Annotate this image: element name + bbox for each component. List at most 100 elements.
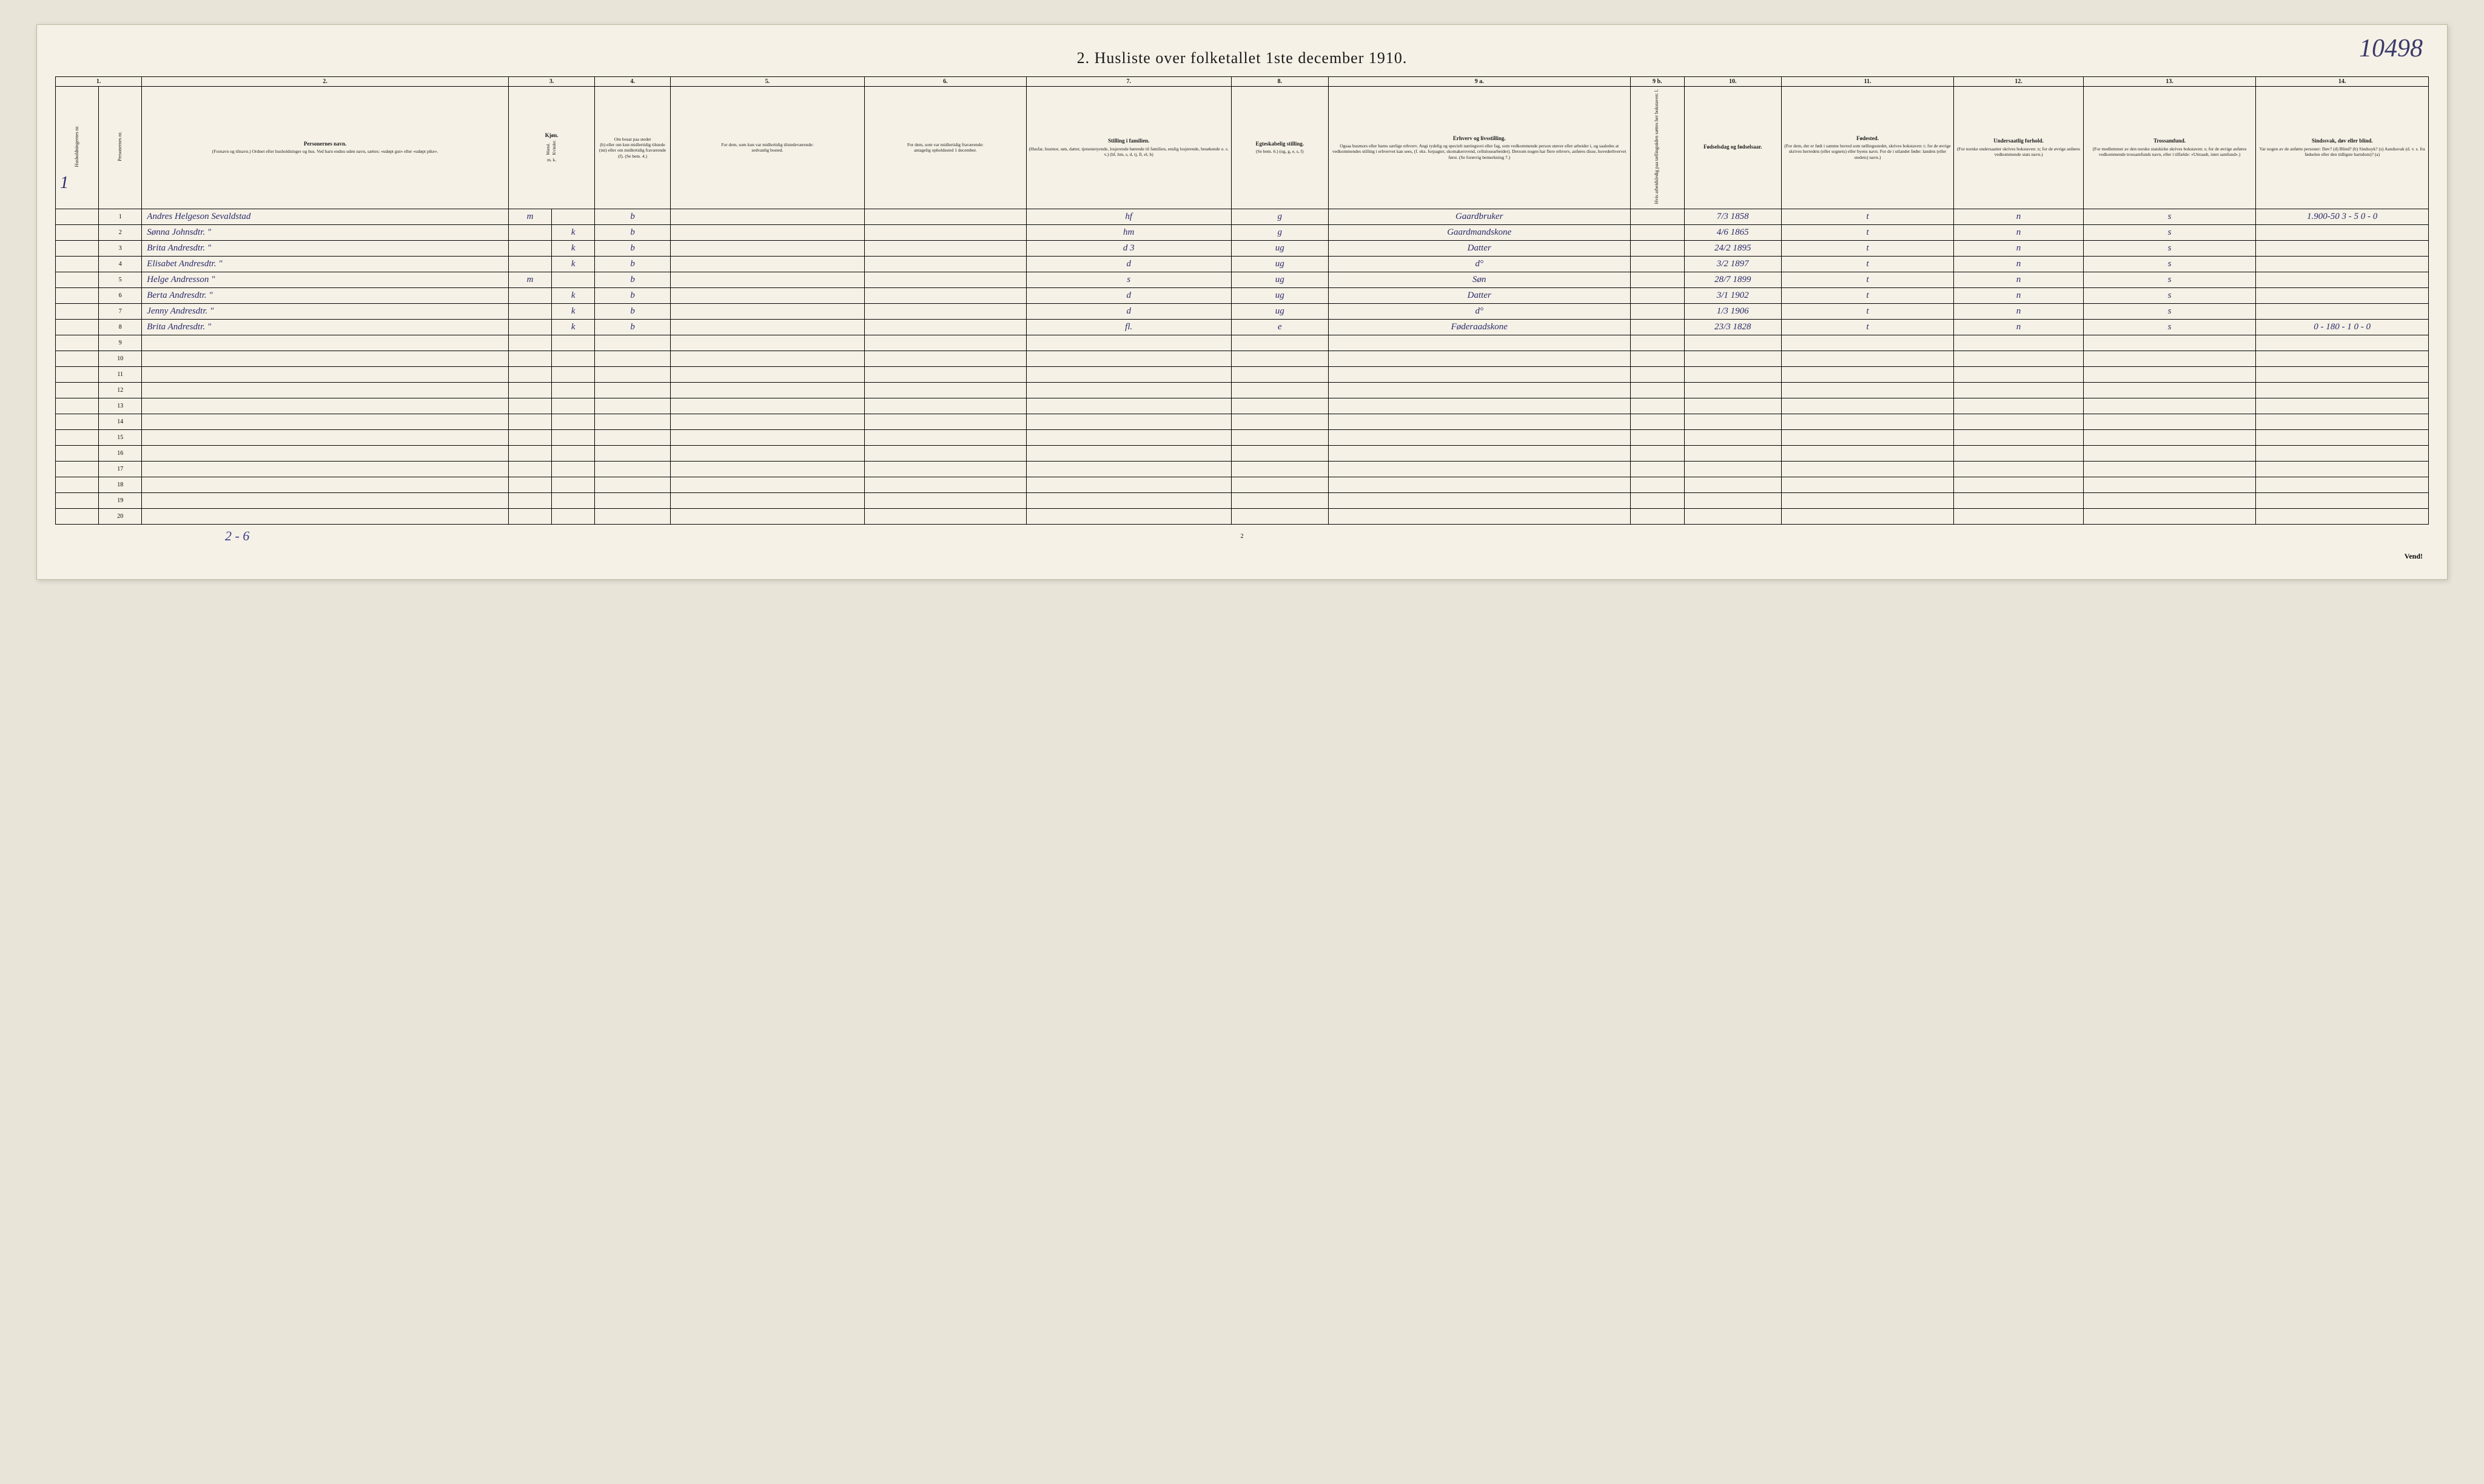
colnum-14: 14.	[2256, 77, 2429, 87]
cell-empty	[595, 414, 671, 429]
cell-empty	[142, 414, 509, 429]
cell-empty	[142, 398, 509, 414]
cell-empty	[509, 445, 552, 461]
cell-empty	[1781, 492, 1954, 508]
cell-empty	[1630, 508, 1684, 524]
hdr-sex: Kjøn. Mænd. Kvinder. m. k.	[509, 87, 595, 209]
cell-temp-present	[670, 272, 864, 287]
cell-empty	[2083, 461, 2256, 477]
cell-empty	[670, 398, 864, 414]
cell-name: Brita Andresdtr. "	[142, 319, 509, 335]
hdr-unemployed: Hvis arbeidsledig paa tællingstiden sætt…	[1630, 87, 1684, 209]
cell-empty	[670, 335, 864, 351]
cell-empty	[1026, 461, 1231, 477]
cell-empty	[1781, 382, 1954, 398]
cell-empty	[2256, 414, 2429, 429]
cell-name: Brita Andresdtr. "	[142, 240, 509, 256]
cell-empty	[2256, 461, 2429, 477]
cell-family-pos: hm	[1026, 224, 1231, 240]
cell-empty	[595, 382, 671, 398]
cell-disability	[2256, 303, 2429, 319]
table-row: 15	[56, 429, 2429, 445]
cell-temp-present	[670, 209, 864, 224]
cell-empty	[1954, 445, 2083, 461]
cell-empty	[1328, 429, 1630, 445]
cell-empty	[1026, 492, 1231, 508]
table-row: 8Brita Andresdtr. "kbfl.eFøderaadskone23…	[56, 319, 2429, 335]
cell-empty	[864, 351, 1026, 366]
hdr-nationality: Undersaatlig forhold. (For norske unders…	[1954, 87, 2083, 209]
cell-empty	[1630, 366, 1684, 382]
cell-sex-k: k	[552, 319, 595, 335]
cell-person-no: 4	[99, 256, 142, 272]
cell-empty	[509, 461, 552, 477]
cell-temp-present	[670, 319, 864, 335]
cell-empty	[670, 445, 864, 461]
cell-empty	[2083, 429, 2256, 445]
cell-empty	[1954, 492, 2083, 508]
cell-marital: g	[1231, 209, 1328, 224]
cell-empty	[142, 366, 509, 382]
cell-religion: s	[2083, 256, 2256, 272]
cell-unemployed	[1630, 209, 1684, 224]
colnum-5: 5.	[670, 77, 864, 87]
cell-household-no	[56, 240, 99, 256]
cell-empty: 13	[99, 398, 142, 414]
cell-empty	[1328, 398, 1630, 414]
cell-empty	[509, 492, 552, 508]
cell-empty	[864, 382, 1026, 398]
cell-empty	[1684, 477, 1781, 492]
colnum-1: 1.	[56, 77, 142, 87]
cell-empty	[1684, 461, 1781, 477]
cell-empty	[1328, 335, 1630, 351]
colnum-9a: 9 a.	[1328, 77, 1630, 87]
cell-family-pos: d	[1026, 287, 1231, 303]
cell-occupation: Søn	[1328, 272, 1630, 287]
page-title: 2. Husliste over folketallet 1ste decemb…	[55, 49, 2429, 67]
cell-resident: b	[595, 272, 671, 287]
hdr-resident: Om bosat paa stedet (b) eller om kun mid…	[595, 87, 671, 209]
cell-empty	[1026, 477, 1231, 492]
cell-family-pos: d 3	[1026, 240, 1231, 256]
cell-empty	[552, 477, 595, 492]
hdr-name: Personernes navn. (Fornavn og tilnavn.) …	[142, 87, 509, 209]
cell-empty	[2256, 445, 2429, 461]
cell-empty	[670, 461, 864, 477]
cell-unemployed	[1630, 287, 1684, 303]
cell-empty	[552, 335, 595, 351]
column-number-row: 1. 2. 3. 4. 5. 6. 7. 8. 9 a. 9 b. 10. 11…	[56, 77, 2429, 87]
cell-empty	[56, 414, 99, 429]
cell-empty	[864, 477, 1026, 492]
cell-empty	[1630, 398, 1684, 414]
cell-empty	[2083, 335, 2256, 351]
cell-empty: 18	[99, 477, 142, 492]
cell-occupation: Datter	[1328, 240, 1630, 256]
cell-empty	[1684, 398, 1781, 414]
cell-empty	[1026, 366, 1231, 382]
cell-dob: 3/1 1902	[1684, 287, 1781, 303]
cell-empty	[1328, 382, 1630, 398]
cell-empty	[2083, 366, 2256, 382]
cell-empty	[1328, 445, 1630, 461]
cell-empty	[1026, 445, 1231, 461]
table-row: 13	[56, 398, 2429, 414]
cell-family-pos: fl.	[1026, 319, 1231, 335]
cell-temp-present	[670, 240, 864, 256]
cell-empty	[595, 461, 671, 477]
cell-empty	[552, 366, 595, 382]
cell-sex-k: k	[552, 303, 595, 319]
cell-empty	[595, 398, 671, 414]
cell-empty	[56, 429, 99, 445]
cell-unemployed	[1630, 319, 1684, 335]
cell-temp-absent	[864, 256, 1026, 272]
cell-empty	[1026, 414, 1231, 429]
cell-dob: 23/3 1828	[1684, 319, 1781, 335]
cell-nationality: n	[1954, 287, 2083, 303]
cell-empty	[1781, 445, 1954, 461]
hdr-disability: Sindssvak, døv eller blind. Var nogen av…	[2256, 87, 2429, 209]
cell-temp-absent	[864, 287, 1026, 303]
cell-empty	[2083, 414, 2256, 429]
cell-empty	[2256, 335, 2429, 351]
cell-name: Sønna Johnsdtr. "	[142, 224, 509, 240]
cell-occupation: Føderaadskone	[1328, 319, 1630, 335]
